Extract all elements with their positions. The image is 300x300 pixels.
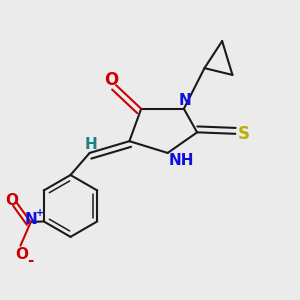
Text: S: S xyxy=(238,125,250,143)
Text: N: N xyxy=(179,93,192,108)
Text: +: + xyxy=(35,208,44,218)
Text: O: O xyxy=(105,71,119,89)
Text: NH: NH xyxy=(169,153,195,168)
Text: O: O xyxy=(5,193,18,208)
Text: -: - xyxy=(28,253,34,268)
Text: O: O xyxy=(15,247,28,262)
Text: N: N xyxy=(24,212,37,227)
Text: H: H xyxy=(85,136,98,152)
